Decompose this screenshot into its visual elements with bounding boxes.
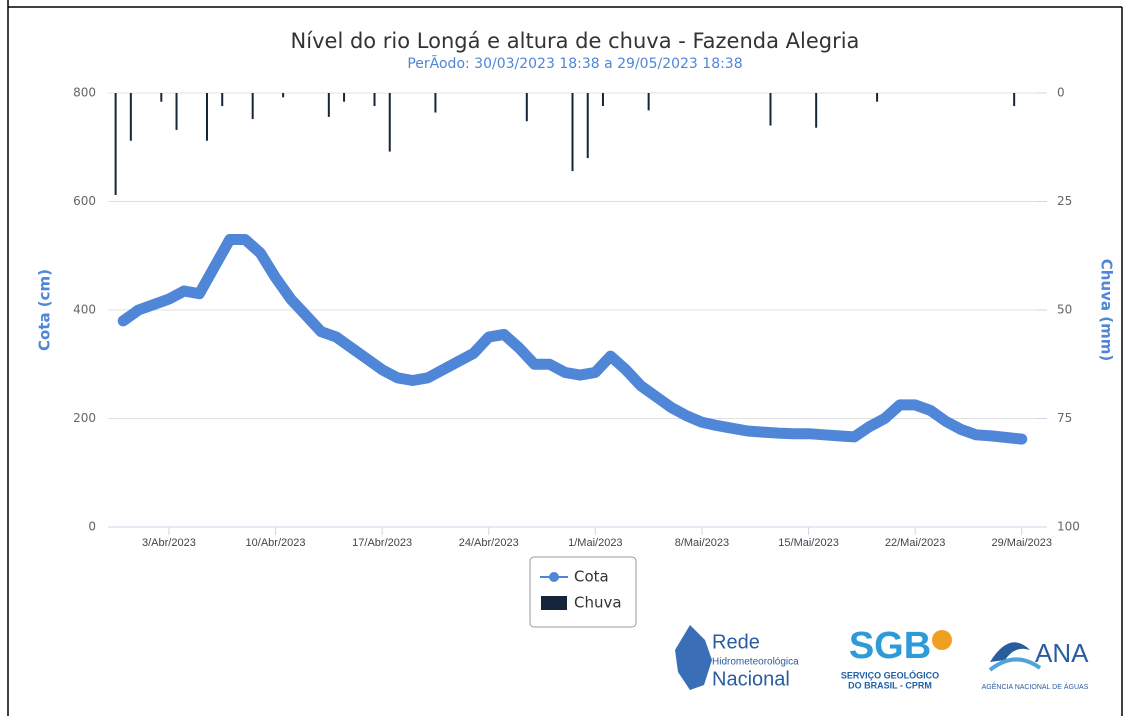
bar bbox=[586, 93, 589, 159]
chart-subtitle: PerÃodo: 30/03/2023 18:38 a 29/05/2023 1… bbox=[407, 55, 742, 72]
y2-tick-label: 75 bbox=[1057, 411, 1072, 425]
x-tick-label: 22/Mai/2023 bbox=[885, 537, 946, 549]
bar bbox=[343, 93, 346, 102]
logo-shape bbox=[990, 642, 1030, 662]
bar bbox=[525, 93, 528, 122]
logo-rede: Rede Hidrometeorológica Nacional bbox=[675, 625, 799, 690]
logo-sgb: SGB SERVIÇO GEOLÓGICO DO BRASIL - CPRM bbox=[841, 625, 952, 690]
x-tick-label: 17/Abr/2023 bbox=[352, 537, 412, 549]
x-tick-label: 29/Mai/2023 bbox=[991, 537, 1052, 549]
bar bbox=[175, 93, 178, 130]
bar bbox=[221, 93, 224, 107]
legend-marker bbox=[549, 572, 559, 582]
bar bbox=[647, 93, 650, 111]
x-tick-label: 24/Abr/2023 bbox=[459, 537, 519, 549]
logo-ana: ANA AGÊNCIA NACIONAL DE ÁGUAS bbox=[982, 638, 1089, 691]
y2-axis-label: Chuva (mm) bbox=[1098, 259, 1116, 361]
logo-shape bbox=[988, 657, 1042, 672]
bar bbox=[251, 93, 254, 120]
y-tick-label: 800 bbox=[73, 86, 96, 100]
bar bbox=[388, 93, 391, 152]
legend-marker bbox=[541, 596, 567, 610]
y2-tick-label: 50 bbox=[1057, 303, 1072, 317]
logo-shape bbox=[675, 625, 712, 690]
logo-text: AGÊNCIA NACIONAL DE ÁGUAS bbox=[982, 682, 1089, 691]
x-tick-label: 10/Abr/2023 bbox=[246, 537, 306, 549]
line bbox=[117, 234, 1028, 445]
logo-shape bbox=[932, 630, 952, 650]
y-axis-label: Cota (cm) bbox=[36, 269, 54, 351]
bar bbox=[282, 93, 285, 98]
bar bbox=[114, 93, 117, 195]
x-tick-label: 3/Abr/2023 bbox=[142, 537, 196, 549]
legend-label: Chuva bbox=[574, 594, 622, 612]
logo-text: SERVIÇO GEOLÓGICO bbox=[841, 669, 939, 680]
bar bbox=[205, 93, 208, 141]
bar bbox=[160, 93, 163, 102]
x-tick-label: 15/Mai/2023 bbox=[778, 537, 839, 549]
bar bbox=[434, 93, 437, 113]
y-tick-label: 200 bbox=[73, 411, 96, 425]
y2-tick-label: 100 bbox=[1057, 520, 1080, 534]
legend-label: Cota bbox=[574, 568, 609, 586]
logo-text: DO BRASIL - CPRM bbox=[848, 680, 932, 690]
y2-tick-label: 25 bbox=[1057, 194, 1072, 208]
bar bbox=[815, 93, 818, 128]
logo-text: ANA bbox=[1035, 638, 1089, 668]
bar bbox=[601, 93, 604, 107]
logo-text: Hidrometeorológica bbox=[712, 657, 799, 668]
bar bbox=[1013, 93, 1016, 107]
bar bbox=[129, 93, 132, 141]
y2-tick-label: 0 bbox=[1057, 86, 1065, 100]
logo-text: Rede bbox=[712, 631, 760, 653]
bar bbox=[769, 93, 772, 126]
logo-text: Nacional bbox=[712, 668, 790, 690]
x-tick-label: 8/Mai/2023 bbox=[675, 537, 729, 549]
bar bbox=[571, 93, 574, 172]
chart-title: Nível do rio Longá e altura de chuva - F… bbox=[291, 29, 860, 53]
bar bbox=[373, 93, 376, 107]
bar bbox=[327, 93, 330, 117]
y-tick-label: 600 bbox=[73, 194, 96, 208]
x-tick-label: 1/Mai/2023 bbox=[568, 537, 622, 549]
y-tick-label: 400 bbox=[73, 303, 96, 317]
logo-text: SGB bbox=[849, 625, 931, 667]
bar bbox=[876, 93, 879, 102]
y-tick-label: 0 bbox=[88, 520, 96, 534]
